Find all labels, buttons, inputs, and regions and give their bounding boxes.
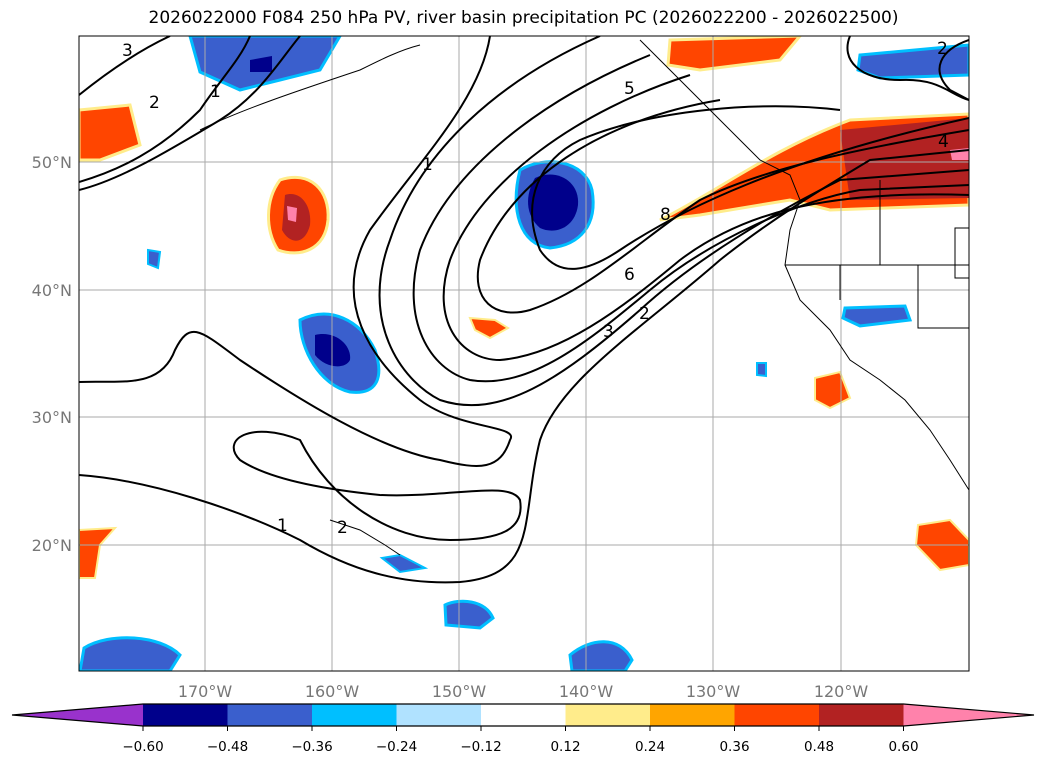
colorbar-bin bbox=[734, 704, 820, 726]
colorbar-bin bbox=[819, 704, 904, 726]
colorbar-tick-label: −0.36 bbox=[291, 739, 332, 755]
colorbar-tick-label: 0.36 bbox=[719, 739, 749, 755]
contour-label: 1 bbox=[422, 155, 433, 175]
lon-tick: 120°W bbox=[814, 682, 869, 701]
plot-frame bbox=[78, 35, 970, 672]
lat-tick: 20°N bbox=[32, 536, 72, 555]
lat-tick-labels: 50°N 40°N 30°N 20°N bbox=[32, 153, 72, 555]
colorbar: −0.60 −0.48 −0.36 −0.24 −0.12 0.12 0.24 0.36 0.4… bbox=[11, 703, 1035, 755]
contour-label: 1 bbox=[277, 516, 288, 536]
colorbar-bin bbox=[312, 704, 397, 726]
colorbar-bin bbox=[143, 704, 228, 726]
lat-tick: 40°N bbox=[32, 281, 72, 300]
colorbar-bin bbox=[396, 704, 482, 726]
lat-tick: 50°N bbox=[32, 153, 72, 172]
contour-label: 6 bbox=[624, 265, 635, 285]
colorbar-bin bbox=[650, 704, 735, 726]
graticule bbox=[79, 36, 969, 671]
colorbar-tick-label: 0.60 bbox=[888, 739, 918, 755]
contour-labels: 1 5 6 3 2 4 8 1 2 2 3 1 2 bbox=[122, 39, 949, 538]
contour-label: 5 bbox=[624, 79, 635, 99]
map-plot: 1 5 6 3 2 4 8 1 2 2 3 1 2 bbox=[79, 36, 969, 671]
contour-label: 2 bbox=[639, 304, 650, 324]
colorbar-tick-label: 0.48 bbox=[804, 739, 834, 755]
colorbar-tick-label: −0.24 bbox=[376, 739, 417, 755]
map-title: 2026022000 F084 250 hPa PV, river basin … bbox=[148, 8, 899, 28]
colorbar-tick-label: −0.48 bbox=[207, 739, 248, 755]
contour-label: 8 bbox=[660, 205, 671, 225]
colorbar-tick-label: −0.12 bbox=[460, 739, 501, 755]
colorbar-extend-high bbox=[903, 704, 1034, 726]
colorbar-bin bbox=[565, 704, 651, 726]
positive-anomaly-core bbox=[840, 118, 969, 200]
precip-shading bbox=[79, 36, 969, 671]
lon-tick: 130°W bbox=[686, 682, 741, 701]
colorbar-extend-low bbox=[12, 704, 143, 726]
contour-label: 3 bbox=[122, 41, 133, 61]
lon-tick-labels: 170°W 160°W 150°W 140°W 130°W 120°W bbox=[178, 682, 869, 701]
contour-label: 2 bbox=[337, 518, 348, 538]
lon-tick: 170°W bbox=[178, 682, 233, 701]
pv-contours bbox=[79, 36, 969, 584]
coastlines bbox=[199, 39, 969, 556]
lon-tick: 160°W bbox=[305, 682, 360, 701]
lat-tick: 30°N bbox=[32, 408, 72, 427]
contour-label: 1 bbox=[210, 82, 221, 102]
contour-label: 2 bbox=[937, 39, 948, 59]
lon-tick: 140°W bbox=[559, 682, 614, 701]
contour-label: 3 bbox=[603, 322, 614, 342]
contour-label: 2 bbox=[149, 93, 160, 113]
colorbar-bin bbox=[227, 704, 313, 726]
colorbar-bin bbox=[481, 704, 566, 726]
colorbar-tick-label: 0.24 bbox=[635, 739, 665, 755]
lon-tick: 150°W bbox=[432, 682, 487, 701]
colorbar-tick-label: −0.60 bbox=[122, 739, 163, 755]
colorbar-tick-label: 0.12 bbox=[550, 739, 580, 755]
contour-label: 4 bbox=[938, 132, 949, 152]
